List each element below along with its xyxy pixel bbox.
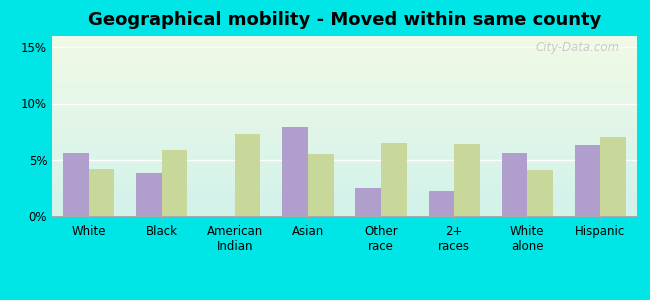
Bar <box>381 143 407 216</box>
Legend: Torrington, CT, Connecticut: Torrington, CT, Connecticut <box>220 298 469 300</box>
Bar <box>527 170 553 216</box>
Title: Geographical mobility - Moved within same county: Geographical mobility - Moved within sam… <box>88 11 601 29</box>
Bar <box>454 144 480 216</box>
Bar <box>282 127 308 216</box>
Bar <box>356 188 381 216</box>
Bar <box>136 173 162 216</box>
Bar <box>162 150 187 216</box>
Bar <box>502 153 527 216</box>
Bar <box>63 153 88 216</box>
Bar <box>601 137 626 216</box>
Bar <box>428 191 454 216</box>
Text: City-Data.com: City-Data.com <box>536 41 619 54</box>
Bar <box>235 134 261 216</box>
Bar <box>308 154 333 216</box>
Bar <box>575 145 601 216</box>
Bar <box>88 169 114 216</box>
